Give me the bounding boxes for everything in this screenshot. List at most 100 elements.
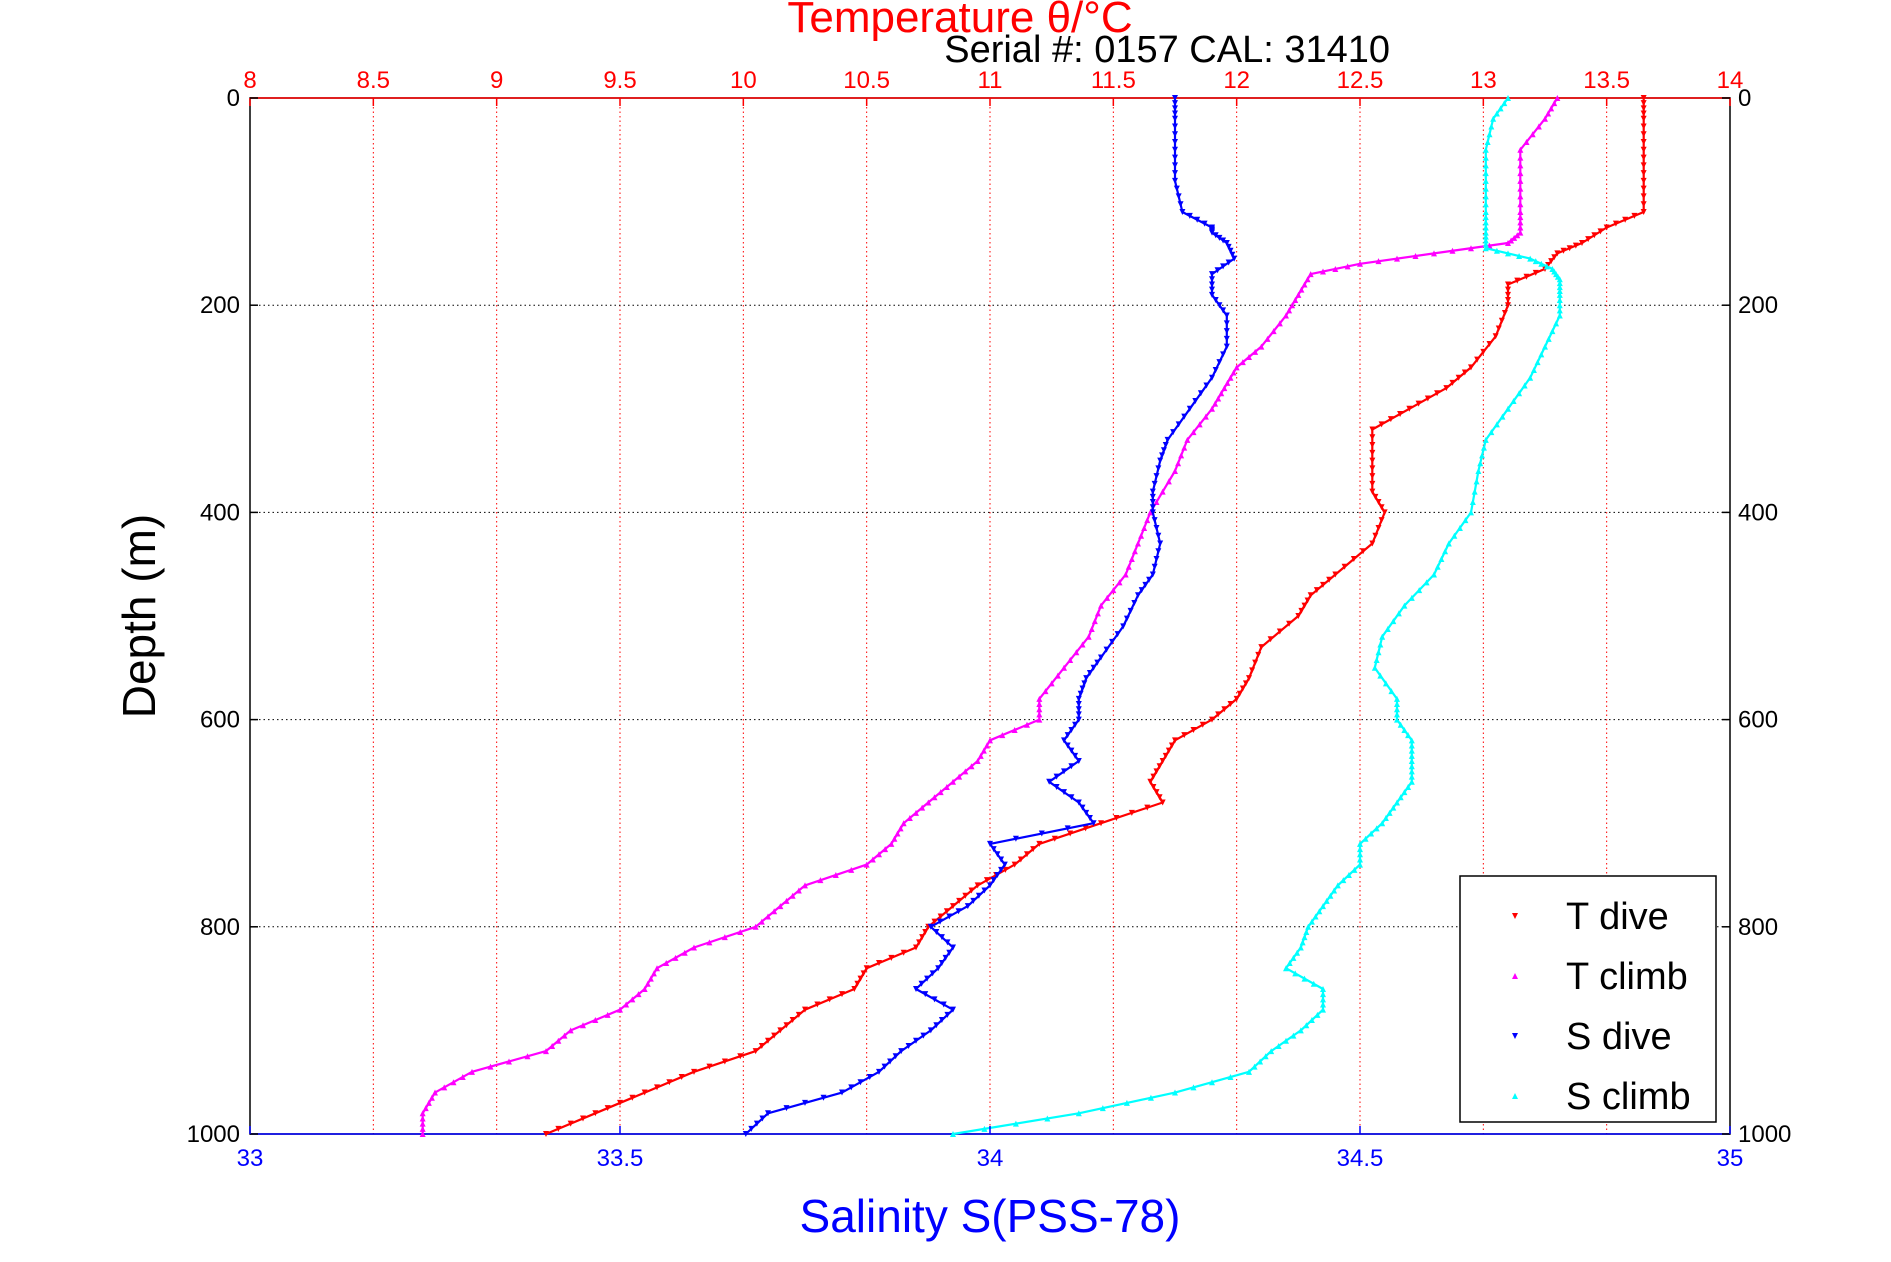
data-point-t-climb [891,835,898,842]
data-point-t-climb [987,737,993,744]
top-tick-label: 13.5 [1583,67,1630,94]
data-point-t-dive [1591,232,1598,239]
data-point-s-climb [1386,809,1393,816]
data-point-s-climb [1538,260,1545,267]
data-point-s-climb [1556,287,1563,294]
data-point-s-climb [1401,789,1408,796]
data-point-t-climb [1298,286,1305,293]
top-tick-label: 9.5 [603,67,636,94]
data-point-s-dive [1068,747,1075,754]
data-point-s-dive [887,1058,894,1065]
data-point-s-dive [1061,768,1067,775]
data-point-t-climb [1054,672,1061,679]
data-point-t-climb [950,778,956,785]
data-point-t-climb [1159,488,1166,495]
data-point-t-climb [629,996,636,1003]
data-point-s-climb [1482,233,1489,240]
bottom-tick-label: 33 [237,1145,264,1172]
data-point-t-dive [1153,768,1160,775]
data-point-s-dive [1209,291,1215,298]
data-point-t-dive [1640,177,1647,184]
data-point-s-dive [1203,382,1210,389]
data-point-s-climb [1172,1089,1178,1096]
data-point-s-climb [1373,825,1380,832]
data-point-t-dive [580,1115,586,1122]
data-point-t-climb [506,1058,512,1065]
top-tick-label: 10 [730,67,757,94]
data-point-s-climb [1451,532,1458,539]
data-point-t-climb [771,908,778,915]
data-point-s-dive [998,856,1005,863]
data-point-t-dive [1375,524,1382,531]
top-tick-label: 8 [243,67,256,94]
data-point-t-dive [1024,851,1030,858]
data-point-t-climb [906,815,913,822]
data-point-s-dive [927,1027,934,1034]
data-point-s-dive [783,1105,790,1112]
data-point-t-dive [1434,390,1441,397]
data-point-t-dive [1255,651,1262,658]
data-point-t-climb [802,882,808,889]
data-point-s-dive [1012,835,1019,842]
data-point-s-climb [1482,241,1489,248]
data-point-t-climb [419,1125,426,1132]
data-point-s-dive [1001,861,1008,868]
data-point-t-dive [777,1027,784,1034]
data-point-s-dive [946,913,953,920]
data-point-s-climb [1312,913,1319,920]
data-point-s-dive [1155,532,1162,539]
data-point-s-climb [1556,312,1563,319]
legend-label-t-dive: T dive [1566,896,1669,938]
data-point-t-climb [1141,524,1148,531]
data-point-s-climb [1482,245,1489,252]
data-point-t-climb [681,949,688,956]
data-point-s-climb [1488,123,1495,130]
data-point-t-dive [802,1006,808,1013]
data-point-s-climb [1320,903,1326,910]
data-point-t-dive [1505,291,1511,298]
data-point-t-climb [1554,95,1561,101]
data-point-t-climb [721,934,728,941]
data-point-s-climb [981,1125,988,1132]
data-point-t-climb [1375,258,1382,265]
data-point-t-climb [1535,123,1542,130]
data-point-s-dive [1157,457,1164,464]
top-tick-label: 12.5 [1337,67,1384,94]
data-point-s-climb [1482,185,1489,192]
data-point-s-climb [1209,1079,1215,1086]
data-point-s-climb [1373,657,1380,664]
data-point-s-dive [1038,830,1045,837]
data-point-t-dive [1640,208,1647,215]
data-point-s-climb [1368,830,1375,837]
data-point-t-climb [943,783,950,790]
data-point-t-dive [617,1099,623,1106]
data-point-t-climb [623,1001,630,1008]
data-point-s-dive [935,965,942,972]
data-point-s-climb [1397,721,1404,728]
data-point-s-dive [938,960,945,967]
top-tick-label: 11.5 [1091,67,1136,94]
data-point-t-dive [789,1017,796,1024]
data-point-s-climb [1394,706,1400,713]
data-point-t-climb [1505,240,1511,247]
data-point-s-dive [1064,732,1071,739]
data-point-s-dive [1186,212,1193,219]
data-point-s-dive [1153,524,1160,531]
data-point-t-climb [1135,540,1141,547]
data-point-s-dive [1075,716,1082,723]
data-point-s-climb [1405,732,1412,739]
data-point-s-dive [1223,240,1230,247]
data-point-t-climb [1542,115,1548,122]
data-point-s-climb [1320,985,1326,992]
data-point-t-climb [441,1084,448,1091]
data-point-s-climb [1190,1084,1197,1091]
y-axis-label: Depth (m) [113,514,165,718]
data-point-t-climb [1523,139,1530,146]
data-point-s-climb [1482,219,1489,226]
data-point-t-climb [1048,680,1055,687]
data-point-s-dive [876,1068,882,1075]
data-point-t-climb [1036,711,1043,718]
data-point-t-climb [1230,369,1237,376]
data-point-s-dive [931,996,938,1003]
